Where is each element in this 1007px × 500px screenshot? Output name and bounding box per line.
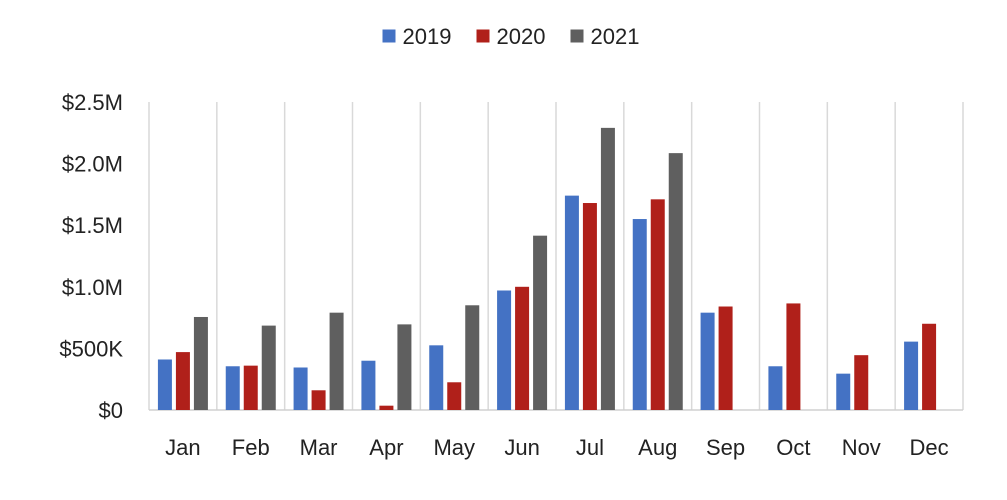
bar-2020-feb xyxy=(243,365,258,410)
bar-2019-feb xyxy=(225,366,240,410)
bar-2021-feb xyxy=(261,325,276,410)
bar-2021-jul xyxy=(600,127,615,410)
legend-item-2019: 2019 xyxy=(382,24,452,49)
x-tick-label: Jul xyxy=(576,435,604,460)
bar-2019-sep xyxy=(700,312,715,410)
x-tick-label: Feb xyxy=(232,435,270,460)
bar-2019-mar xyxy=(293,367,308,410)
bar-2020-apr xyxy=(379,405,394,410)
bars xyxy=(157,127,937,411)
legend-swatch xyxy=(570,29,584,43)
bar-2020-sep xyxy=(718,306,733,410)
bar-2020-jul xyxy=(582,203,597,410)
gridlines xyxy=(148,102,964,411)
bar-2019-jun xyxy=(497,290,512,410)
legend-item-2021: 2021 xyxy=(570,24,640,49)
legend-swatch xyxy=(382,29,396,43)
x-tick-label: Sep xyxy=(706,435,745,460)
x-tick-label: Jan xyxy=(165,435,200,460)
bar-2020-dec xyxy=(922,323,937,410)
bar-2019-aug xyxy=(632,219,647,410)
x-tick-label: Mar xyxy=(300,435,338,460)
legend-label: 2021 xyxy=(591,24,640,49)
bar-2019-nov xyxy=(836,373,851,410)
y-tick-label: $2.0M xyxy=(62,152,123,177)
legend-item-2020: 2020 xyxy=(476,24,546,49)
x-tick-label: Oct xyxy=(776,435,810,460)
legend: 2019 2020 2021 xyxy=(382,24,640,49)
bar-2020-aug xyxy=(650,199,665,410)
bar-2021-jun xyxy=(533,235,548,410)
y-tick-label: $500K xyxy=(59,336,123,361)
bar-2021-aug xyxy=(668,153,683,411)
bar-2019-may xyxy=(429,345,444,410)
bar-2021-jan xyxy=(193,316,208,410)
x-tick-label: Aug xyxy=(638,435,677,460)
bar-2020-jan xyxy=(175,352,190,410)
bar-2020-oct xyxy=(786,303,801,410)
x-axis: Jan Feb Mar Apr May Jun Jul Aug Sep Oct Nov Dec xyxy=(165,435,948,460)
bar-2020-mar xyxy=(311,390,326,410)
legend-label: 2019 xyxy=(403,24,452,49)
bar-2019-jul xyxy=(564,195,579,410)
bar-2020-nov xyxy=(854,355,869,410)
bar-2020-jun xyxy=(515,286,530,410)
x-tick-label: Jun xyxy=(504,435,539,460)
y-tick-label: $0 xyxy=(99,398,123,423)
bar-2021-may xyxy=(465,305,480,410)
x-tick-label: Nov xyxy=(842,435,881,460)
bar-2019-dec xyxy=(904,341,919,410)
bar-2020-may xyxy=(447,382,462,410)
x-tick-label: Dec xyxy=(910,435,949,460)
y-tick-label: $1.0M xyxy=(62,275,123,300)
bar-2019-apr xyxy=(361,360,376,410)
bar-2019-jan xyxy=(157,359,172,410)
bar-2021-mar xyxy=(329,312,344,410)
y-tick-label: $2.5M xyxy=(62,90,123,115)
bar-2021-apr xyxy=(397,324,412,410)
x-tick-label: Apr xyxy=(369,435,403,460)
y-axis: $0 $500K $1.0M $1.5M $2.0M $2.5M xyxy=(59,90,123,423)
legend-label: 2020 xyxy=(497,24,546,49)
x-tick-label: May xyxy=(433,435,475,460)
legend-swatch xyxy=(476,29,490,43)
bar-2019-oct xyxy=(768,366,783,410)
y-tick-label: $1.5M xyxy=(62,213,123,238)
